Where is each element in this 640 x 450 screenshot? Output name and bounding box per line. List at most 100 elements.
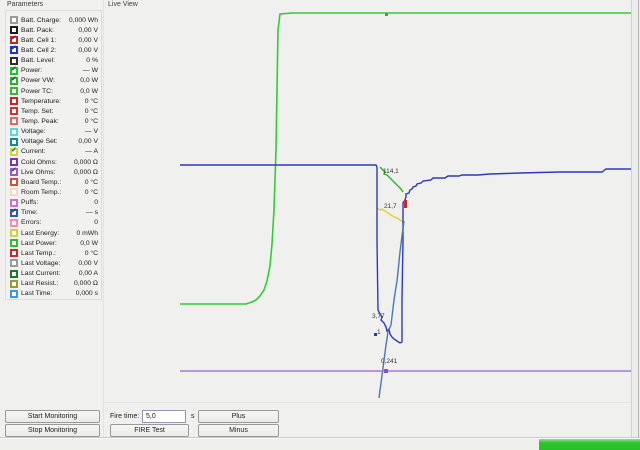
parameter-label: Power TC: [21,87,53,95]
series-checkbox[interactable] [10,289,18,298]
parameter-label: Batt. Charge: [21,16,62,24]
series-checkbox[interactable] [10,56,18,65]
parameter-row: Temperature: 0 °C [6,96,101,106]
series-checkbox[interactable] [10,259,18,268]
parameter-value: — V [84,128,98,136]
chart-bottom-border [104,402,632,403]
parameter-value: 0,000 s [75,290,98,298]
window-right-edge [631,0,640,438]
series-checkbox[interactable] [10,147,18,156]
live-view-section-label: Live View [108,1,138,8]
parameter-label: Current: [21,148,46,156]
series-checkbox[interactable] [10,208,18,217]
parameter-value: 0,00 V [78,36,98,44]
parameter-label: Temperature: [21,97,62,105]
parameter-row: Room Temp.: 0 °C [6,187,101,197]
series-checkbox[interactable] [10,35,18,45]
chart-value-label-battery-voltage: 3,77 [372,313,385,320]
series-checkbox[interactable] [10,167,18,177]
live-ohms-point [384,369,388,373]
series-checkbox[interactable] [10,66,18,75]
parameter-row: Power TC: 0,0 W [6,86,101,96]
series-checkbox[interactable] [10,26,18,35]
plus-button[interactable]: Plus [198,410,279,423]
parameter-value: 0,00 V [78,26,98,34]
series-line-time [378,220,405,399]
parameter-value: 0,00 A [78,270,98,278]
status-bar-divider [0,437,640,439]
parameter-row: Batt. Charge: 0,000 Wh [6,15,101,25]
series-checkbox[interactable] [10,218,18,227]
series-checkbox[interactable] [10,229,18,238]
series-checkbox[interactable] [10,198,18,207]
parameter-value: 0,000 Ω [74,168,98,176]
chart-value-label-live-ohms: 0,241 [381,358,398,365]
parameter-value: 0 °C [84,188,98,196]
stop-monitoring-button[interactable]: Stop Monitoring [5,424,100,437]
fire-time-label: Fire time: [110,413,140,420]
series-checkbox[interactable] [10,269,18,278]
parameter-value: 0 °C [84,97,98,105]
parameter-label: Last Voltage: [21,259,61,267]
series-checkbox[interactable] [10,117,18,126]
start-monitoring-button[interactable]: Start Monitoring [5,410,100,423]
parameter-label: Cold Ohms: [21,158,57,166]
parameter-value: — s [85,209,98,217]
series-checkbox[interactable] [10,76,18,85]
series-checkbox[interactable] [10,107,18,116]
chart-value-label-current: 21,7 [384,203,397,210]
series-checkbox[interactable] [10,279,18,288]
parameter-label: Room Temp.: [21,188,62,196]
series-checkbox[interactable] [10,127,18,136]
parameter-row: Puffs: 0 [6,198,101,208]
parameter-row: Voltage: — V [6,127,101,137]
series-checkbox[interactable] [10,239,18,248]
time-start-point [374,333,377,336]
window-right-edge-line [638,0,639,438]
parameter-value: — W [82,67,98,75]
parameter-value: 0,0 W [80,87,98,95]
fire-time-input[interactable] [142,410,186,423]
series-checkbox[interactable] [10,16,18,25]
parameter-row: Temp. Peak: 0 °C [6,116,101,126]
series-checkbox[interactable] [10,188,18,197]
parameter-row: Temp. Set: 0 °C [6,106,101,116]
minus-button[interactable]: Minus [198,424,279,437]
parameter-value: 0,000 Wh [68,16,98,24]
parameter-label: Last Time: [21,290,53,298]
parameter-row: Time: — s [6,208,101,218]
parameter-label: Power: [21,67,43,75]
series-checkbox[interactable] [10,87,18,96]
series-checkbox[interactable] [10,97,18,106]
parameter-row: Last Energy: 0 mWh [6,228,101,238]
parameter-label: Voltage: [21,128,46,136]
parameter-label: Puffs: [21,199,39,207]
series-checkbox[interactable] [10,249,18,258]
parameter-row: Last Time: 0,000 s [6,289,101,299]
parameter-value: 0 °C [84,117,98,125]
parameter-value: 0 °C [84,249,98,257]
parameter-label: Last Current: [21,270,61,278]
parameter-row: Power: — W [6,66,101,76]
series-checkbox[interactable] [10,137,18,146]
series-checkbox[interactable] [10,178,18,187]
chart-canvas: 114,1 21,7 3,77 1 0,241 [180,12,631,399]
parameter-value: 0,000 Ω [74,158,98,166]
series-checkbox[interactable] [10,158,18,167]
parameter-row: Batt. Level: 0 % [6,56,101,66]
series-checkbox[interactable] [10,45,18,55]
parameter-row: Batt. Pack: 0,00 V [6,25,101,35]
parameter-label: Batt. Cell 2: [21,46,57,54]
parameter-value: 0,0 W [80,239,98,247]
parameter-value: 0 % [86,57,98,65]
series-line-power-fire [379,166,404,193]
live-view-chart: 114,1 21,7 3,77 1 0,241 [104,9,633,403]
parameter-value: 0 mWh [76,229,98,237]
parameter-label: Time: [21,209,38,217]
parameter-value: — A [85,148,98,156]
parameter-label: Last Energy: [21,229,60,237]
panel-chart-divider [103,0,104,438]
fire-test-button[interactable]: FIRE Test [110,424,189,437]
parameter-label: Power VW: [21,77,55,85]
